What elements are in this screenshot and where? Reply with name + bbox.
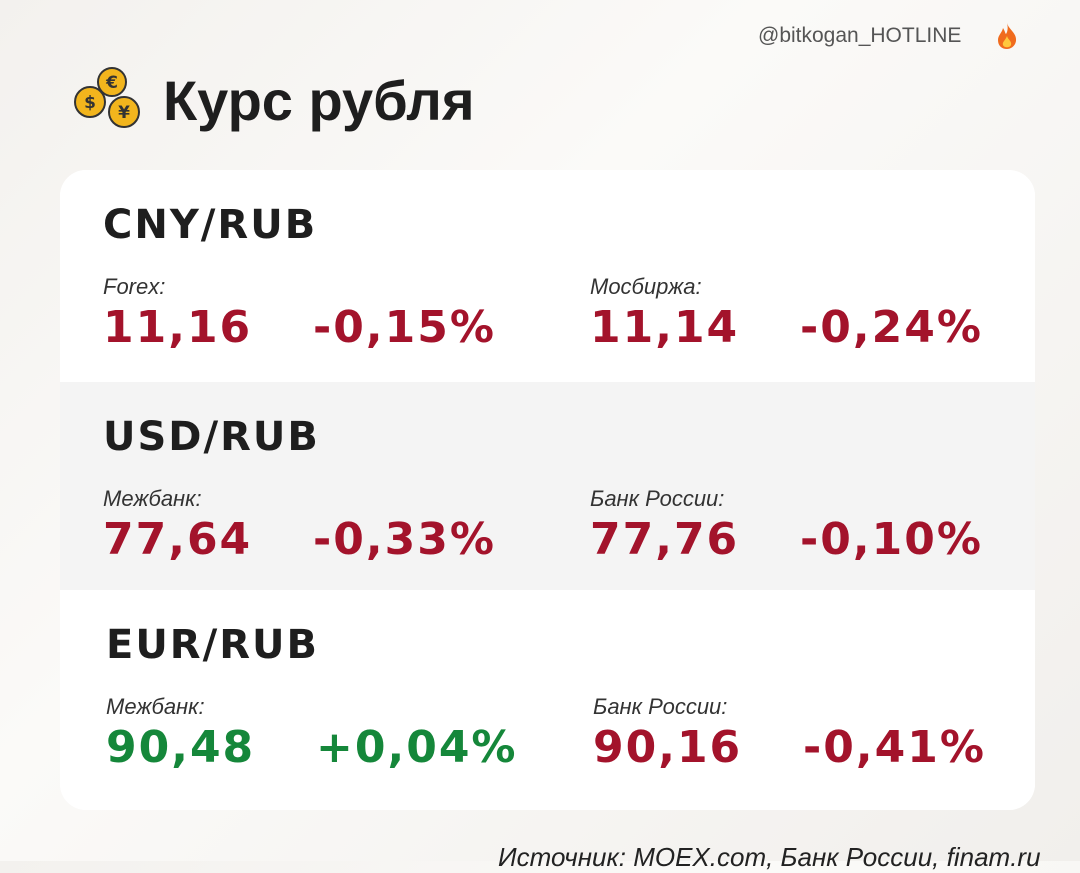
- fire-icon: [998, 23, 1017, 49]
- source-note: Источник: MOEX.com, Банк России, finam.r…: [498, 842, 1041, 872]
- currency-pair: EUR/RUB: [106, 622, 319, 668]
- quote-label: Мосбиржа:: [590, 274, 702, 299]
- currency-section: USD/RUB Межбанк: 77,64 -0,33% Банк России: 77…: [60, 382, 1035, 590]
- quote-label: Межбанк:: [103, 486, 202, 511]
- coins-icon: € $ ¥: [74, 67, 140, 128]
- svg-text:€: €: [105, 73, 118, 93]
- quote-value: 90,16: [593, 722, 743, 773]
- quote-label: Банк России:: [593, 694, 728, 719]
- svg-text:¥: ¥: [118, 103, 130, 123]
- quote-label: Банк России:: [590, 486, 725, 511]
- quote-value: 77,64: [103, 514, 253, 565]
- quote-value: 11,16: [103, 302, 253, 353]
- currency-section: CNY/RUB Forex: 11,16 -0,15% Мосбиржа: 11,14 -0…: [60, 170, 1035, 382]
- quote-change: +0,04%: [316, 722, 518, 773]
- currency-pair: USD/RUB: [103, 414, 320, 460]
- svg-text:$: $: [84, 93, 96, 113]
- currency-section: EUR/RUB Межбанк: 90,48 +0,04% Банк России: 90…: [60, 590, 1035, 810]
- quote-value: 90,48: [106, 722, 256, 773]
- quote-change: -0,10%: [800, 514, 983, 565]
- quote-label: Forex:: [103, 274, 166, 299]
- quote-change: -0,15%: [313, 302, 496, 353]
- quote-label: Межбанк:: [106, 694, 205, 719]
- title: Курс рубля: [163, 69, 475, 132]
- quote-change: -0,41%: [803, 722, 986, 773]
- quote-change: -0,33%: [313, 514, 496, 565]
- quote-value: 77,76: [590, 514, 740, 565]
- quote-change: -0,24%: [800, 302, 983, 353]
- channel-handle: @bitkogan_HOTLINE: [758, 24, 962, 47]
- currency-pair: CNY/RUB: [103, 202, 318, 248]
- rates-card: CNY/RUB Forex: 11,16 -0,15% Мосбиржа: 11,14 -0…: [60, 170, 1035, 810]
- quote-value: 11,14: [590, 302, 740, 353]
